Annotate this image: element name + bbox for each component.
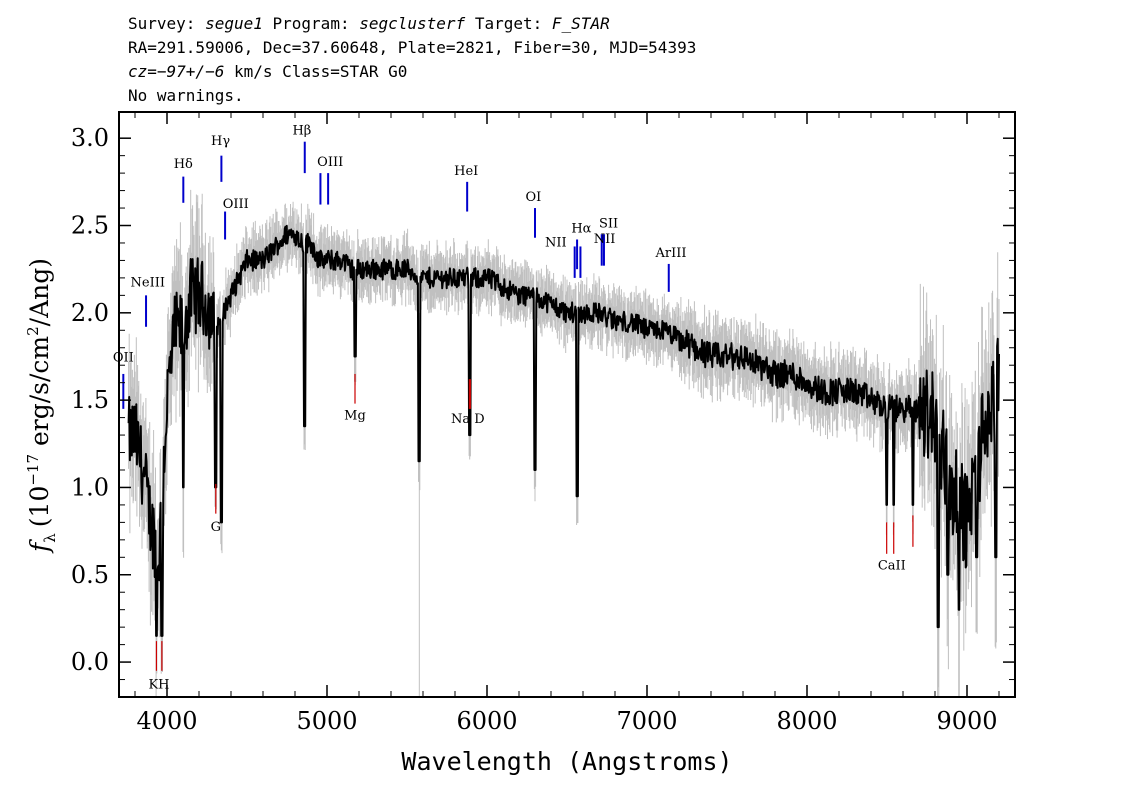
y-label-mid: erg/s/cm — [25, 336, 54, 454]
line-label-7: HeI — [454, 164, 478, 179]
line-label-0: OII — [113, 351, 134, 366]
line-label-14: KH — [148, 677, 169, 692]
flux-line — [127, 224, 1000, 637]
x-tick-label-5000: 5000 — [296, 707, 357, 735]
line-label-12: SII — [599, 216, 618, 231]
header-line-3: cz=−97+/−6 km/s Class=STAR G0 — [128, 62, 407, 82]
axis-ticks: 4000 5000 6000 7000 8000 9000 0.0 0.5 1.0 1.5 2.0 2… — [71, 112, 1015, 735]
x-tick-label-8000: 8000 — [776, 707, 837, 735]
y-axis-label: fλ (10−17 erg/s/cm2/Ang) — [24, 258, 59, 554]
y-label-f: f — [25, 539, 54, 554]
line-label-1: NeIII — [131, 276, 165, 291]
y-tick-label-3: 1.5 — [71, 386, 109, 414]
program-label: Program: — [272, 14, 350, 33]
line-label-3: Hγ — [211, 134, 230, 149]
line-label-17: Na D — [451, 412, 485, 427]
line-label-13: ArIII — [654, 246, 686, 261]
y-label-open: (10 — [25, 486, 54, 528]
x-tick-label-6000: 6000 — [456, 707, 517, 735]
line-label-9: NII — [545, 235, 567, 250]
line-marker-layer — [122, 141, 914, 671]
y-tick-label-5: 2.5 — [71, 212, 109, 240]
line-label-4: OIII — [223, 197, 249, 212]
line-label-11: NII — [594, 232, 616, 247]
survey-label: Survey: — [128, 14, 196, 33]
header-line-4: No warnings. — [128, 86, 244, 105]
y-tick-label-0: 0.0 — [71, 648, 109, 676]
header-line-2: RA=291.59006, Dec=37.60648, Plate=2821, … — [128, 38, 697, 57]
svg-text:fλ(10−17 erg/s/cm2/Ang): fλ (10−17 erg/s/cm2/Ang) — [24, 258, 59, 554]
error-band — [128, 189, 1000, 697]
line-label-16: Mg — [344, 408, 366, 423]
line-label-8: OI — [526, 190, 542, 205]
line-label-5: Hβ — [292, 124, 311, 139]
x-tick-label-4000: 4000 — [136, 707, 197, 735]
error-band-layer — [128, 189, 1000, 697]
target-label: Target: — [474, 14, 543, 33]
target-value: F_STAR — [551, 14, 610, 33]
line-label-18: CaII — [878, 559, 906, 574]
line-label-layer: OIINeIIIHδHγOIIIHβOIIIHeIOINIIHαNIISIIAr… — [113, 124, 906, 693]
y-label-exp1: −17 — [24, 454, 42, 486]
line-label-2: Hδ — [174, 157, 193, 172]
x-axis-label: Wavelength (Angstroms) — [401, 747, 732, 776]
line-label-15: G — [211, 520, 221, 535]
redshift-value: cz=−97+/−6 — [128, 62, 225, 81]
header-line-1: Survey: segue1 Program: segclusterf Targ… — [128, 14, 610, 34]
y-label-lambda: λ — [41, 533, 59, 543]
y-label-close: /Ang) — [25, 258, 54, 326]
class-text: km/s Class=STAR G0 — [224, 62, 408, 81]
x-tick-label-7000: 7000 — [616, 707, 677, 735]
plot-frame — [118, 111, 1016, 698]
y-tick-label-6: 3.0 — [71, 124, 109, 152]
y-tick-label-1: 0.5 — [71, 561, 109, 589]
survey-value: segue1 — [205, 14, 263, 33]
flux-layer — [127, 224, 1000, 637]
program-value: segclusterf — [359, 14, 466, 33]
line-label-6: OIII — [317, 155, 343, 170]
x-tick-label-9000: 9000 — [936, 707, 997, 735]
y-tick-label-4: 2.0 — [71, 299, 109, 327]
y-tick-label-2: 1.0 — [71, 473, 109, 501]
y-label-exp2: 2 — [24, 326, 42, 336]
line-label-10: Hα — [571, 221, 591, 236]
